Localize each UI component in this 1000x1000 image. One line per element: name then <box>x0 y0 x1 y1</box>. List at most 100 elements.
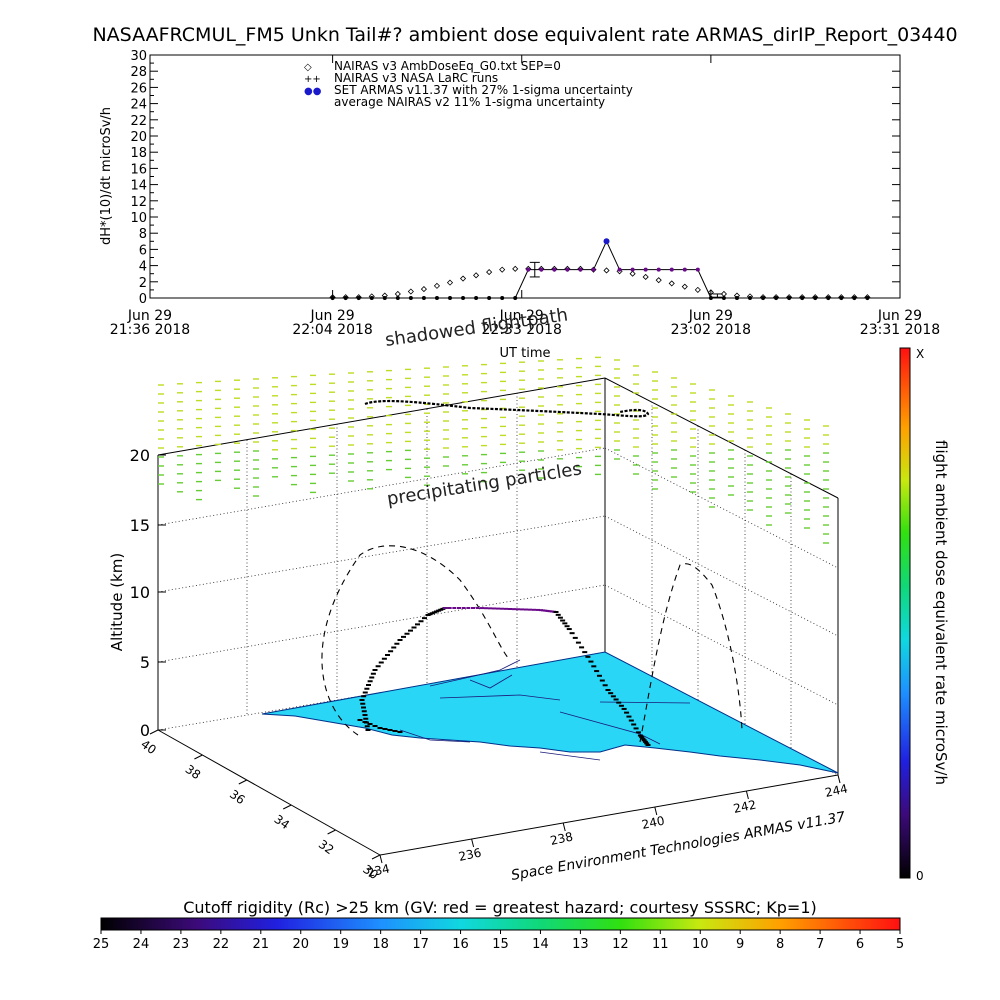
flightpath-point <box>564 625 570 628</box>
legend-symbol: ●● <box>304 86 322 97</box>
armas-point <box>382 296 387 300</box>
flightpath-point <box>539 609 544 612</box>
flightpath-point <box>370 672 376 675</box>
flightpath-point <box>359 699 365 701</box>
armas-point <box>395 296 400 300</box>
flightpath-point <box>375 665 381 668</box>
flightpath-point <box>572 636 578 639</box>
flightpath-point <box>369 676 375 679</box>
coastline-details <box>399 659 691 761</box>
armas-point <box>603 238 610 245</box>
x-tick-date: Jun 29 <box>127 308 172 324</box>
flightpath-point <box>397 731 403 733</box>
flightpath-point <box>628 719 634 722</box>
nairas-point <box>446 279 454 286</box>
armas-point <box>500 296 505 300</box>
flightpath-point <box>408 629 413 632</box>
armas-point <box>356 296 361 300</box>
armas-point <box>565 267 570 272</box>
flightpath-point <box>447 607 452 609</box>
flightpath-point <box>357 719 363 721</box>
armas-point <box>591 267 596 272</box>
nairas-point <box>642 273 649 281</box>
armas-point <box>526 267 531 272</box>
latitude-tick <box>371 854 381 860</box>
longitude-tick <box>471 838 475 848</box>
flightpath-point <box>582 651 588 654</box>
flightpath-point <box>626 715 632 718</box>
flightpath <box>357 607 651 746</box>
longitude-tick <box>379 854 383 864</box>
armas-point <box>369 296 374 300</box>
flightpath-point <box>536 608 540 611</box>
rigidity-tick-label: 8 <box>776 937 784 952</box>
flightpath-point <box>528 608 532 611</box>
legend-entry: NAIRAS v3 NASA LaRC runs <box>334 71 498 85</box>
flightpath-point <box>377 727 383 729</box>
flightpath-point <box>508 608 512 610</box>
flightpath-point <box>364 687 370 690</box>
flightpath-point <box>382 728 388 730</box>
latitude-tick-label: 36 <box>227 787 248 807</box>
x-tick-time: 21:36 2018 <box>110 322 190 338</box>
nairas-point <box>394 290 401 298</box>
rigidity-tick-label: 13 <box>572 937 589 952</box>
latitude-tick <box>194 754 203 760</box>
nairas-point <box>473 272 480 279</box>
flightpath-point <box>512 608 516 611</box>
longitude-ticks: 234 236 238 240 242 244 <box>366 774 849 880</box>
longitude-tick-label: 234 <box>366 861 391 879</box>
legend: ◇ NAIRAS v3 AmbDoseEq_G0.txt SEP=0 ++ NAIRA… <box>304 59 633 109</box>
y-tick-label: 20 <box>130 130 147 145</box>
armas-point <box>448 296 452 300</box>
flightpath-point <box>640 737 646 740</box>
y-tick-label: 28 <box>130 65 147 80</box>
flightpath-point <box>360 702 366 705</box>
armas-point <box>461 296 466 300</box>
rigidity-tick-label: 18 <box>372 937 389 952</box>
armas-point <box>487 296 492 300</box>
flightpath-point <box>461 607 466 609</box>
flightpath-point <box>367 723 373 725</box>
flightpath-point <box>637 734 643 737</box>
y-tick-label: 4 <box>139 260 147 275</box>
rigidity-tick-label: 5 <box>896 937 904 952</box>
altitude-axis-label: Altitude (km) <box>108 553 126 651</box>
nairas-point <box>707 289 714 296</box>
flightpath-point <box>362 691 368 694</box>
flightpath-point <box>608 692 614 695</box>
flightpath-point <box>555 613 561 616</box>
flightpath-point <box>594 670 600 673</box>
nairas-point <box>629 270 636 277</box>
flightpath-point <box>452 607 457 609</box>
x-tick-date: Jun 29 <box>877 308 922 324</box>
flightpath-point <box>557 616 563 619</box>
armas-point <box>734 296 739 300</box>
armas-point <box>474 296 479 300</box>
armas-point <box>852 296 857 300</box>
x-tick-date: Jun 29 <box>310 308 355 324</box>
y-tick-label: 10 <box>130 211 147 226</box>
flightpath-point <box>569 632 575 635</box>
flightpath-point <box>621 707 627 710</box>
flightpath-point <box>566 628 572 631</box>
armas-point <box>421 296 426 300</box>
rigidity-tick-label: 10 <box>692 937 709 952</box>
flightpath-point <box>541 609 546 612</box>
armas-point <box>748 296 752 300</box>
armas-point <box>761 296 766 300</box>
armas-point <box>434 296 439 300</box>
rigidity-label: Cutoff rigidity (Rc) >25 km (GV: red = g… <box>183 898 817 917</box>
flightpath-point <box>372 669 378 671</box>
flightpath-point <box>588 660 594 663</box>
y-tick-label: 14 <box>130 179 147 194</box>
flightpath-point <box>475 607 480 609</box>
rigidity-tick-label: 16 <box>452 937 469 952</box>
flightpath-point <box>549 610 554 613</box>
colorbar-top-label: X <box>916 347 924 361</box>
armas-point <box>787 296 792 300</box>
latitude-tick <box>327 829 336 835</box>
nairas-point <box>459 275 467 282</box>
flightpath-point <box>545 609 550 612</box>
